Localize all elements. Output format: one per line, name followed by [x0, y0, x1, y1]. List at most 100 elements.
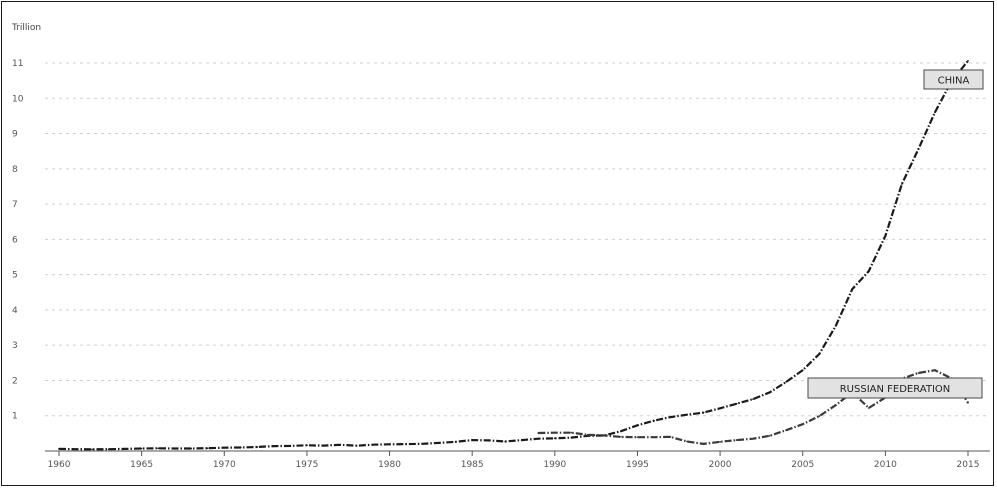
- data-point: [107, 448, 110, 451]
- data-point: [719, 407, 721, 410]
- x-tick-label: 1985: [461, 460, 484, 470]
- x-tick-label: 2015: [957, 460, 980, 470]
- data-point: [735, 439, 738, 441]
- data-point: [388, 443, 391, 446]
- data-point: [801, 369, 804, 372]
- data-point: [702, 411, 705, 414]
- data-point: [306, 444, 308, 447]
- data-point: [785, 380, 788, 383]
- data-point: [867, 407, 870, 409]
- data-point: [537, 432, 540, 434]
- x-tick-label: 1965: [130, 460, 153, 470]
- data-point: [256, 446, 259, 448]
- x-tick-label: 2010: [874, 460, 897, 470]
- china-series-line: [58, 60, 969, 451]
- data-point: [272, 445, 275, 447]
- gridlines: [45, 62, 990, 417]
- data-point: [289, 445, 292, 447]
- china-label: CHINA: [923, 69, 984, 90]
- data-point: [339, 443, 341, 446]
- y-tick-label: 11: [12, 59, 23, 69]
- data-point: [620, 430, 622, 433]
- data-point: [768, 391, 771, 394]
- data-point: [239, 446, 242, 449]
- data-point: [603, 434, 606, 437]
- data-point: [190, 447, 193, 450]
- data-point: [124, 448, 127, 450]
- data-point: [570, 436, 573, 439]
- y-tick-label: 4: [12, 306, 18, 316]
- russia-label-box: [807, 377, 983, 399]
- data-point: [421, 442, 424, 445]
- data-point: [900, 183, 903, 185]
- data-point: [917, 148, 920, 150]
- x-axis-ticks: 1960 1965 1970 1975 1980 1985 1990 1995 2000 2005…: [48, 451, 980, 470]
- data-point: [934, 111, 936, 114]
- x-tick-label: 1975: [295, 460, 318, 470]
- data-point: [653, 436, 655, 439]
- data-point: [967, 401, 969, 404]
- data-point: [140, 447, 143, 450]
- y-tick-label: 8: [12, 165, 18, 175]
- data-point: [74, 448, 77, 451]
- y-tick-label: 10: [12, 94, 24, 104]
- data-point: [636, 424, 639, 427]
- data-point: [967, 59, 969, 62]
- data-point: [834, 404, 837, 407]
- data-point: [867, 270, 870, 273]
- x-tick-label: 1980: [378, 460, 401, 470]
- russia-label: RUSSIAN FEDERATION: [807, 377, 983, 399]
- data-point: [884, 234, 887, 237]
- x-tick-label: 1995: [626, 460, 649, 470]
- data-point: [322, 444, 325, 447]
- data-point: [372, 443, 374, 446]
- data-point: [454, 440, 457, 443]
- data-point: [520, 439, 523, 441]
- data-point: [173, 447, 176, 450]
- x-tick-label: 2000: [709, 460, 732, 470]
- data-point: [818, 415, 821, 417]
- y-axis-unit-label: Trillion: [11, 23, 41, 33]
- data-point: [355, 444, 358, 447]
- data-point: [768, 434, 771, 437]
- data-point: [438, 441, 441, 444]
- y-tick-label: 9: [12, 130, 18, 140]
- data-point: [752, 437, 755, 440]
- data-point: [405, 443, 407, 445]
- data-point: [58, 447, 60, 450]
- data-point: [669, 416, 672, 419]
- y-tick-label: 7: [12, 200, 18, 210]
- data-point: [620, 435, 622, 438]
- y-tick-label: 6: [12, 235, 18, 245]
- data-point: [917, 372, 920, 374]
- data-point: [834, 324, 837, 327]
- data-point: [91, 448, 93, 451]
- data-point: [702, 443, 705, 445]
- series-labels: CHINA RUSSIAN FEDERATION: [807, 69, 984, 399]
- data-point: [669, 435, 672, 438]
- china-label-text: CHINA: [938, 76, 970, 87]
- y-axis-ticks: 1 2 3 4 5 6 7 8 9 10 11: [12, 59, 24, 422]
- data-point: [504, 440, 507, 443]
- data-point: [653, 419, 655, 422]
- data-point: [851, 288, 854, 290]
- x-tick-label: 2005: [791, 460, 814, 470]
- x-tick-label: 1960: [48, 460, 71, 470]
- china-label-box: [923, 69, 984, 90]
- data-point: [785, 429, 788, 432]
- data-point: [553, 431, 556, 434]
- data-point: [735, 402, 738, 405]
- data-point: [934, 369, 936, 372]
- y-tick-label: 2: [12, 376, 18, 386]
- data-point: [636, 436, 639, 439]
- data-point: [553, 437, 556, 440]
- data-point: [752, 398, 755, 401]
- data-point: [586, 433, 589, 436]
- data-point: [686, 413, 688, 416]
- y-tick-label: 3: [12, 341, 18, 351]
- y-tick-label: 5: [12, 271, 18, 281]
- data-point: [719, 440, 721, 443]
- data-point: [223, 446, 226, 449]
